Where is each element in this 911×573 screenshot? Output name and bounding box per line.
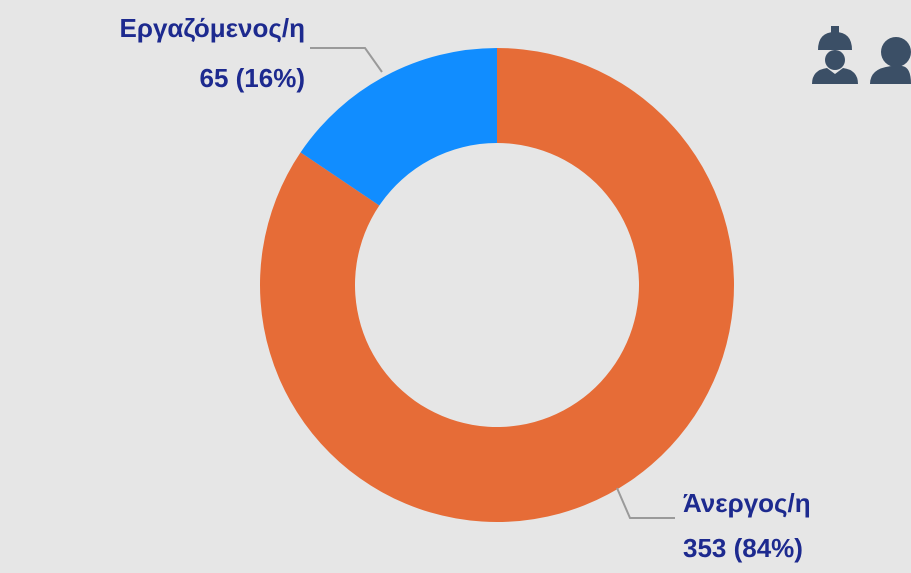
slice [260,48,734,523]
category-label: Άνεργος/η [683,488,811,518]
body-2 [870,66,911,84]
hard-hat [818,32,852,50]
value-label: 353 (84%) [683,533,803,563]
head-2 [881,37,911,67]
slice [300,48,497,206]
category-label: Εργαζόμενος/η [120,13,305,43]
leader-line [616,487,675,519]
hat-top [831,26,839,40]
value-label: 65 (16%) [200,63,306,93]
body [812,68,858,84]
leader-line [310,47,383,73]
icons [812,26,911,84]
head [825,50,845,70]
